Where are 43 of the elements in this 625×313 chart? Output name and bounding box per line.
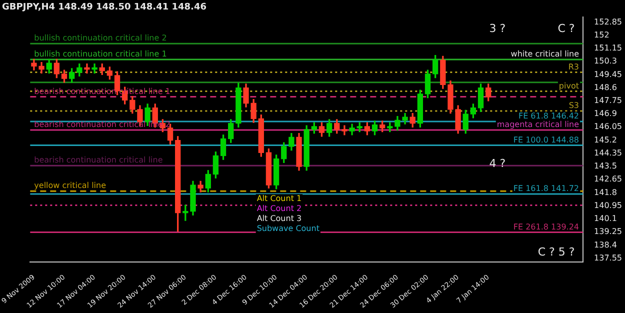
y-tick-label: 140.1 — [594, 214, 617, 224]
ref-line-label: FE 61.8 146.42 — [518, 112, 580, 121]
annotation: Alt Count 3 — [256, 214, 302, 224]
annotation: Subwave Count — [256, 224, 320, 234]
annotation: Alt Count 1 — [256, 194, 302, 204]
y-tick-label: 139.25 — [594, 227, 622, 236]
y-tick-label: 149.45 — [594, 70, 622, 79]
y-tick-label: 137.55 — [594, 253, 622, 262]
y-tick-label: 148.6 — [594, 82, 617, 92]
ref-line-label: R3 — [568, 62, 580, 72]
y-tick-label: 146.9 — [594, 109, 617, 118]
annotation: 3 ? — [489, 22, 506, 35]
ref-line-label: FE 161.8 141.72 — [513, 184, 580, 194]
ref-line-label: S3 — [568, 101, 580, 110]
annotation: Alt Count 2 — [256, 204, 302, 214]
ref-line-label: FE 261.8 139.24 — [513, 222, 580, 232]
ref-line-label: bullish continuation critical line 2 — [34, 34, 167, 43]
y-tick-label: 138.4 — [594, 240, 617, 250]
y-tick-label: 146.05 — [594, 122, 622, 132]
ref-line-label: pivot — [558, 81, 580, 90]
chart-title: GBPJPY,H4 148.49 148.50 148.41 148.46 — [2, 2, 206, 13]
ref-line-label: bullish continuation critical line 1 — [34, 50, 167, 59]
annotation: white critical line — [510, 50, 580, 59]
y-tick-label: 151.15 — [594, 44, 622, 53]
ref-line-label: FE 100.0 144.88 — [513, 135, 580, 144]
annotation: C ? 5 ? — [538, 245, 575, 258]
annotation: C ? — [558, 22, 575, 35]
annotation: 4 ? — [489, 156, 506, 170]
y-tick-label: 152 — [594, 30, 610, 40]
y-tick-label: 143.5 — [594, 162, 617, 171]
y-tick-label: 145.2 — [594, 135, 617, 144]
ref-line-label: yellow critical line — [34, 181, 106, 190]
candlestick — [92, 64, 98, 74]
annotation: magenta critical line — [496, 120, 580, 130]
y-tick-label: 147.75 — [594, 96, 622, 106]
y-tick-label: 150.3 — [594, 56, 617, 66]
y-tick-label: 144.35 — [594, 148, 622, 158]
y-tick-label: 142.65 — [594, 174, 622, 184]
y-tick-label: 140.95 — [594, 200, 622, 210]
y-tick-label: 152.85 — [594, 17, 622, 26]
ref-line-label: bearish continuation critical line — [34, 156, 163, 165]
candlestick — [84, 64, 90, 74]
y-tick-label: 141.8 — [594, 188, 617, 197]
